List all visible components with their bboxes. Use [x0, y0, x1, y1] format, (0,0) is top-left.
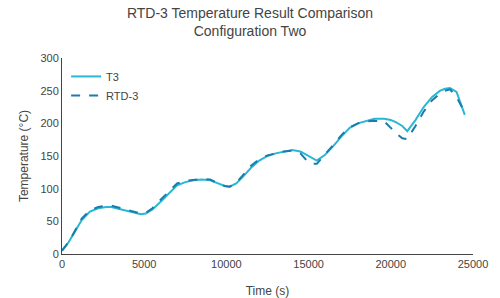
svg-text:RTD-3 Temperature Result Compa: RTD-3 Temperature Result ComparisonConfi…	[127, 5, 373, 39]
svg-text:25000: 25000	[458, 258, 489, 270]
svg-text:300: 300	[40, 52, 58, 64]
svg-text:100: 100	[40, 183, 58, 195]
svg-text:250: 250	[40, 85, 58, 97]
svg-text:50: 50	[47, 215, 59, 227]
svg-text:RTD-3: RTD-3	[106, 90, 138, 102]
svg-text:5000: 5000	[132, 258, 156, 270]
svg-text:0: 0	[59, 258, 65, 270]
svg-text:15000: 15000	[293, 258, 324, 270]
svg-text:0: 0	[53, 248, 59, 260]
svg-text:200: 200	[40, 117, 58, 129]
svg-text:150: 150	[40, 150, 58, 162]
svg-text:20000: 20000	[376, 258, 407, 270]
svg-text:10000: 10000	[211, 258, 242, 270]
svg-text:T3: T3	[106, 71, 119, 83]
svg-text:Temperature (°C): Temperature (°C)	[17, 110, 31, 202]
svg-text:Time (s): Time (s)	[246, 284, 290, 298]
